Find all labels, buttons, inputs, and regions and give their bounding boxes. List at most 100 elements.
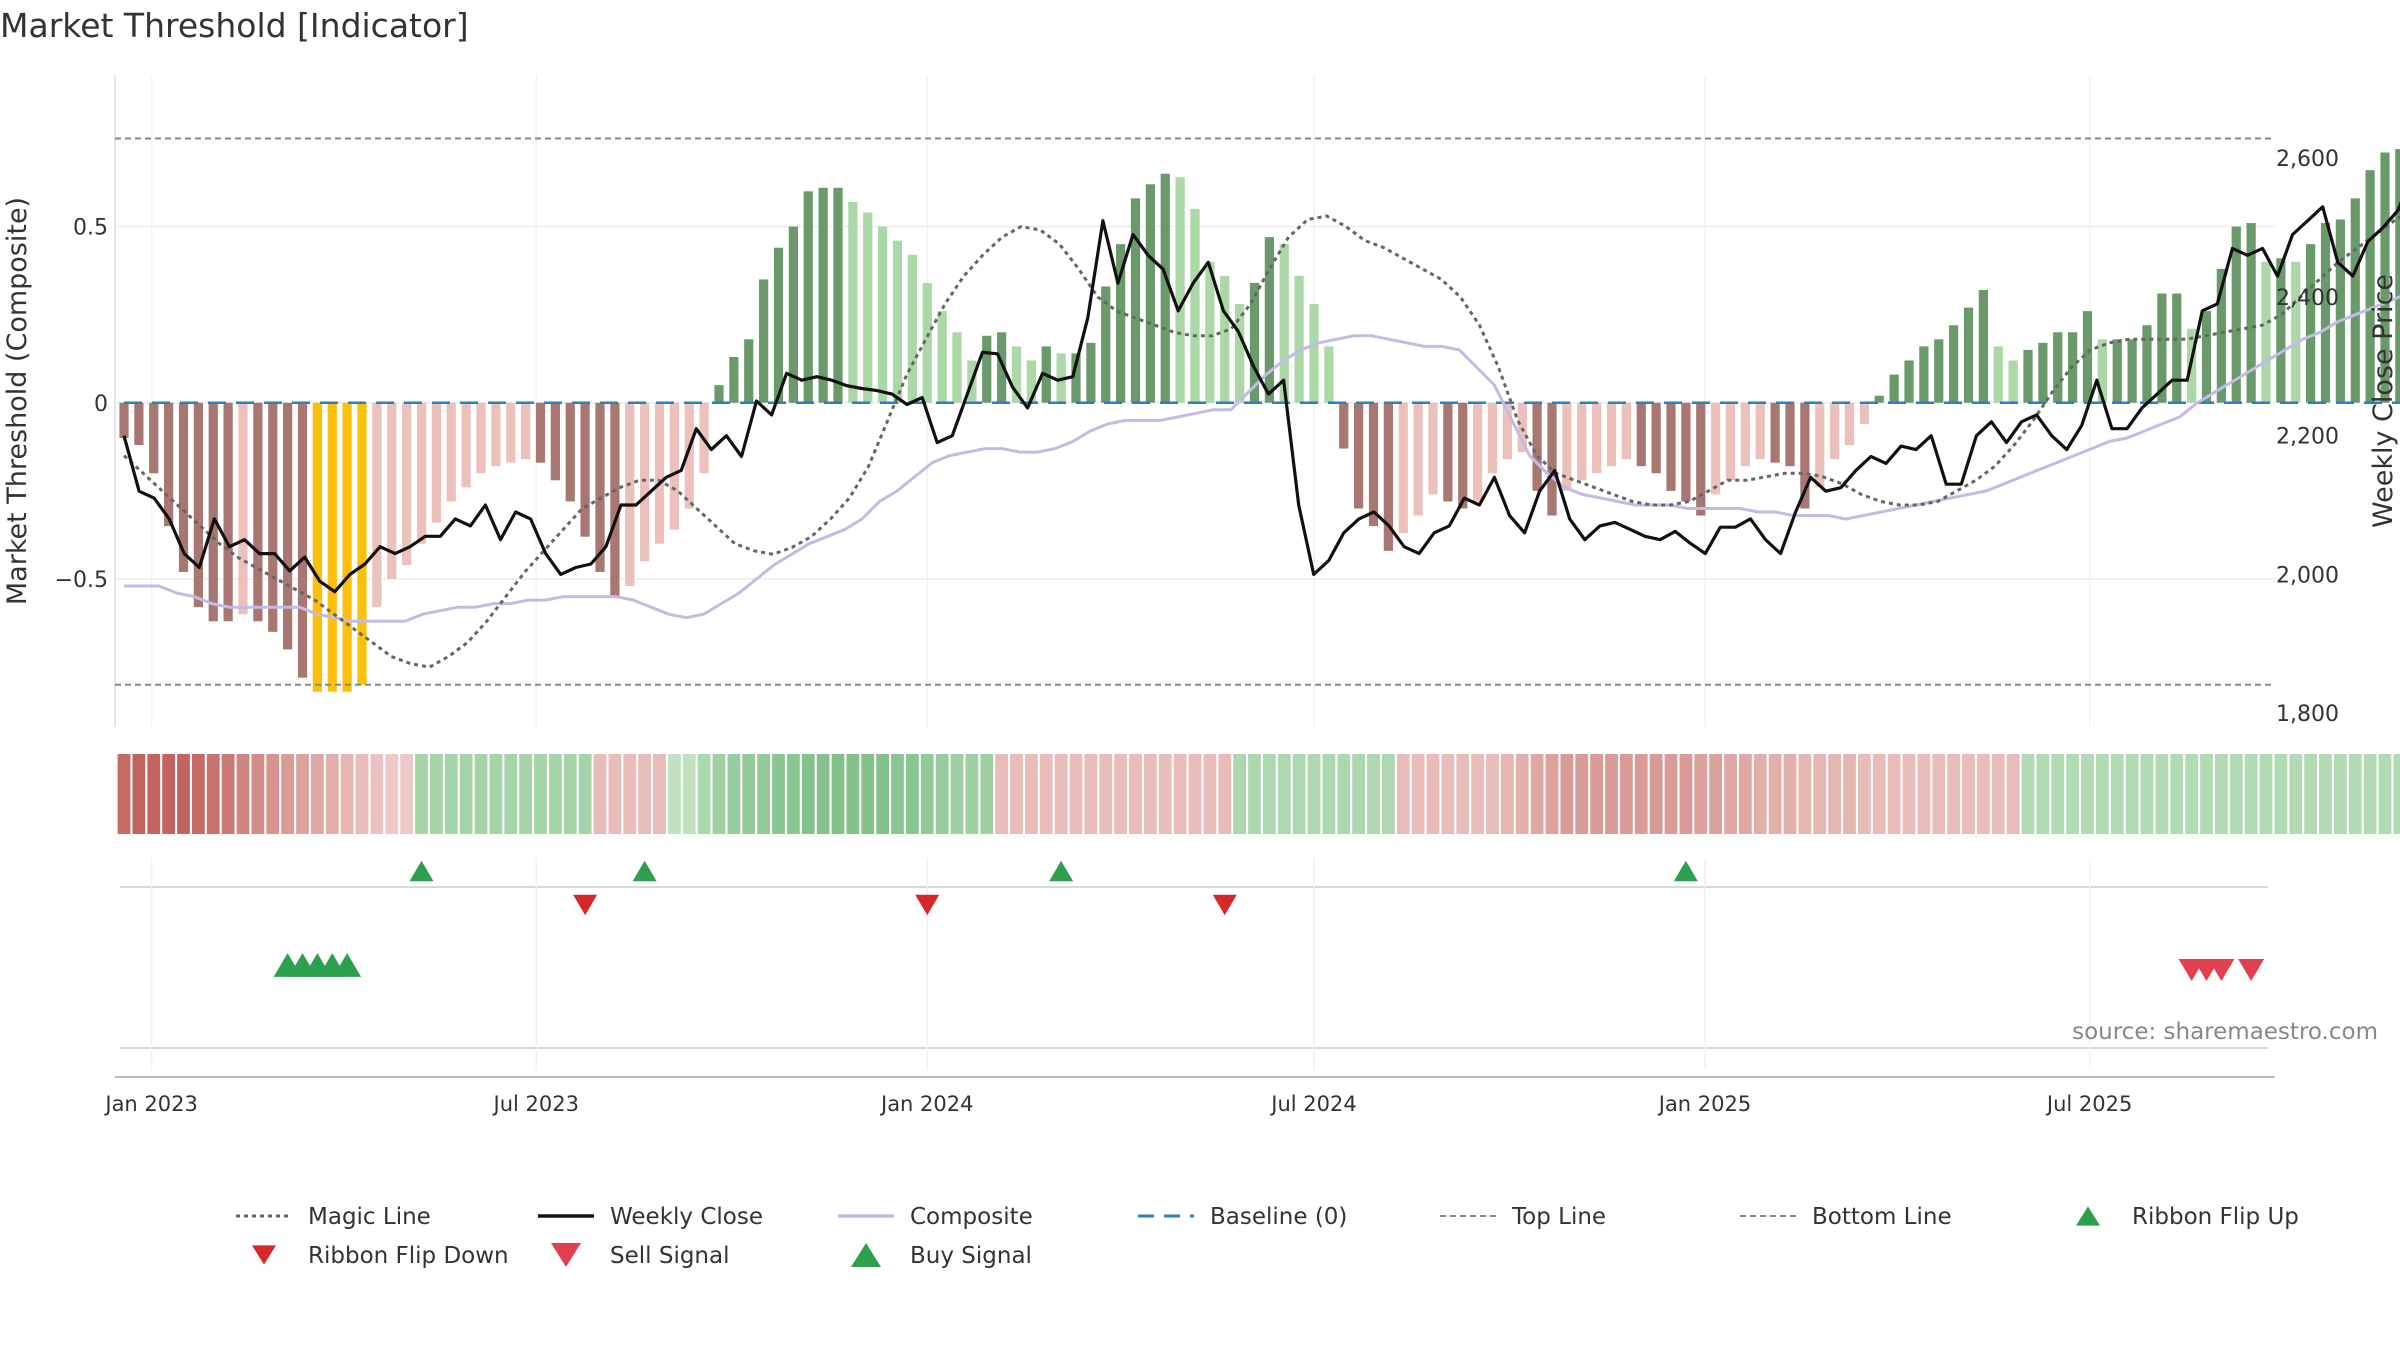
ribbon-cell [1292,754,1306,834]
buy-signal-marker [333,953,362,977]
legend-item: Baseline (0) [1138,1204,1347,1230]
ribbon-cell [1129,754,1142,834]
ribbon-cell [1411,754,1425,834]
x-tick-label: Jan 2024 [879,1092,974,1116]
ribbon-cell [1024,754,1038,834]
ribbon-cell [548,754,562,834]
histogram-bar [268,402,278,632]
ribbon-cell [1976,754,1990,834]
ribbon-cell [1813,754,1827,834]
ribbon-cell [1441,754,1455,834]
ribbon-cell [1188,754,1202,834]
histogram-bar [1606,402,1617,467]
histogram-bar [1711,402,1721,495]
histogram-bar [372,402,382,608]
histogram-bars [119,149,2400,692]
ribbon-cell [846,754,860,834]
ribbon-cell [786,754,800,834]
ribbon-cell [1322,754,1336,834]
ribbon-cell [638,754,652,834]
legend-item: Ribbon Flip Up [2076,1204,2299,1230]
ribbon-cell [1203,754,1217,834]
histogram-bar [2172,293,2182,403]
ribbon-cell [132,754,146,834]
histogram-bar [1621,402,1631,460]
ribbon-flip-up-marker [1049,860,1074,882]
x-tick-label: Jul 2024 [1269,1092,1356,1116]
histogram-bar [1577,402,1587,481]
ribbon-cell [1486,754,1499,834]
ribbon-cell [1396,754,1410,834]
ribbon-cell [415,754,428,834]
histogram-bar [565,402,575,502]
ribbon-cell [459,754,473,834]
legend-item: Ribbon Flip Down [252,1243,509,1269]
right-tick-label: 2,600 [2276,147,2339,172]
histogram-bar [1413,402,1423,516]
histogram-bar [2335,219,2345,403]
ribbon-cell [296,754,309,834]
series-lines [115,137,2400,686]
ribbon-cell [1679,754,1693,834]
ribbon-cell [429,754,443,834]
histogram-bar [1844,402,1855,446]
histogram-bar [1815,402,1825,488]
histogram-bar [952,332,962,403]
histogram-bar [788,226,798,403]
ribbon-cell [474,754,488,834]
ribbon-cell [965,754,979,834]
ribbon-cell [1352,754,1366,834]
histogram-bar [1487,402,1498,474]
weekly-close-line [122,200,2400,594]
histogram-bar [1309,304,1319,403]
histogram-bar [684,402,694,509]
ribbon-cell [816,754,830,834]
histogram-bar [2350,198,2360,403]
histogram-bar [1532,402,1542,491]
ribbon-cell [1114,754,1128,834]
ribbon-cell [2066,754,2080,834]
histogram-bar [1190,208,1200,403]
histogram-bar [714,385,724,403]
ribbon-cell [667,754,681,834]
ribbon-cell [1902,754,1916,834]
ribbon-cell [1560,754,1574,834]
histogram-bar [1175,177,1185,403]
histogram-bar [1978,289,1988,403]
histogram-bar [253,402,263,622]
histogram-bar [2365,170,2375,403]
histogram-bar [1889,374,1899,403]
histogram-bar [1770,402,1780,463]
ribbon-strip [117,754,2400,834]
composite-line [124,295,2400,623]
ribbon-cell [935,754,949,834]
histogram-bar [1830,402,1840,460]
histogram-bar [535,402,546,463]
ribbon-cell [236,754,250,834]
histogram-bar [342,402,352,692]
ribbon-cell [1039,754,1053,834]
histogram-bar [1428,402,1438,495]
ribbon-cell [1649,754,1663,834]
histogram-bar [312,402,322,692]
ribbon-cell [1709,754,1723,834]
right-tick-label: 2,200 [2276,425,2339,450]
histogram-bar [1963,307,1974,403]
signal-panels: Jan 2023 Jul 2023 Jan 2024 Jul 2024 Jan 2025… [103,858,2275,1116]
ribbon-cell [980,754,994,834]
ribbon-flip-down-marker [1212,894,1237,916]
ribbon-flip-up-marker [409,860,434,882]
ribbon-cell [1426,754,1440,834]
histogram-bar [818,187,828,403]
ribbon-cell [325,754,339,834]
ribbon-flip-down-marker [573,894,598,916]
histogram-bar [1919,346,1929,403]
ribbon-cell [593,754,607,834]
histogram-bar [521,402,531,460]
histogram-bar [1443,402,1453,502]
ribbon-cell [2393,754,2400,834]
ribbon-cell [177,754,190,834]
legend-swatch [851,1243,881,1267]
ribbon-cell [995,754,1009,834]
histogram-bar [744,339,754,403]
